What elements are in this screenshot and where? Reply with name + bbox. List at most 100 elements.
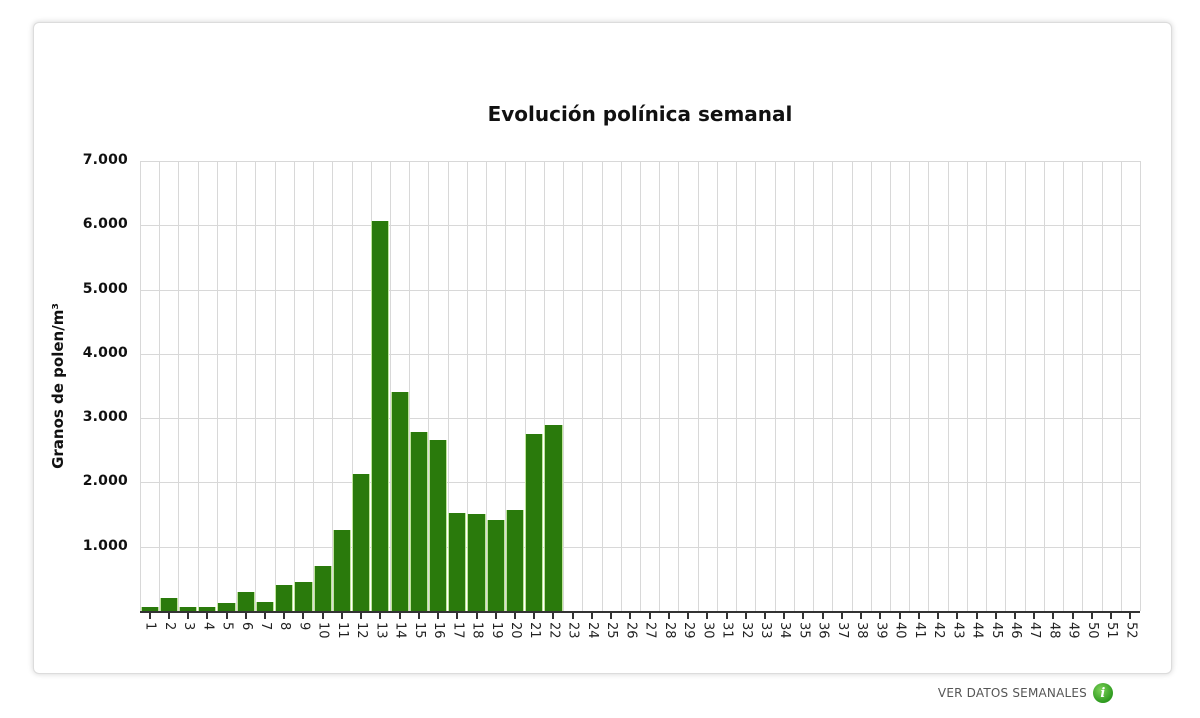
x-tick [706, 613, 709, 619]
y-tick-label: 1.000 [82, 537, 128, 554]
bar-week-13[interactable] [372, 221, 389, 611]
bar-week-2[interactable] [160, 598, 177, 611]
x-tick-label: 1 [142, 622, 158, 631]
x-tick [475, 613, 478, 619]
v-gridline [678, 161, 679, 611]
x-tick [917, 613, 920, 619]
v-gridline [159, 161, 160, 611]
v-gridline [948, 161, 949, 611]
x-tick [1052, 613, 1055, 619]
v-gridline [236, 161, 237, 611]
v-gridline [428, 161, 429, 611]
v-gridline [217, 161, 218, 611]
bar-week-20[interactable] [506, 509, 524, 611]
x-tick-label: 52 [1123, 622, 1139, 639]
v-gridline [294, 161, 295, 611]
x-tick-label: 27 [642, 622, 658, 639]
x-tick-label: 10 [315, 622, 331, 639]
bar-week-8[interactable] [276, 584, 293, 611]
x-tick-label: 39 [873, 622, 889, 639]
bar-week-15[interactable] [410, 431, 427, 611]
x-tick-label: 33 [758, 622, 773, 639]
x-tick-label: 8 [277, 622, 293, 631]
bar-week-21[interactable] [526, 433, 543, 611]
x-tick-label: 44 [969, 622, 985, 639]
x-tick-label: 42 [931, 622, 947, 639]
x-tick-label: 38 [854, 622, 870, 639]
x-tick-label: 25 [604, 622, 620, 639]
v-gridline [525, 161, 526, 611]
bar-week-12[interactable] [353, 473, 370, 611]
view-weekly-data-link[interactable]: VER DATOS SEMANALES i [938, 683, 1113, 703]
info-icon[interactable]: i [1093, 683, 1113, 703]
v-gridline [563, 161, 564, 611]
v-gridline [1044, 161, 1045, 611]
x-tick [1129, 613, 1132, 619]
x-tick-label: 18 [469, 622, 485, 639]
v-gridline [275, 161, 276, 611]
v-gridline [909, 161, 910, 611]
x-tick [225, 613, 228, 619]
bar-week-1[interactable] [141, 607, 158, 611]
x-tick-label: 9 [296, 622, 312, 631]
x-tick [860, 613, 863, 619]
bar-week-14[interactable] [391, 391, 408, 611]
x-tick [379, 613, 382, 619]
x-tick [398, 613, 401, 619]
v-gridline [332, 161, 333, 611]
bar-week-16[interactable] [429, 440, 447, 611]
x-tick [514, 613, 516, 619]
v-gridline [390, 161, 391, 611]
x-tick [167, 613, 170, 619]
v-gridline [871, 161, 872, 611]
x-tick [1033, 613, 1036, 619]
bar-week-19[interactable] [487, 520, 504, 611]
x-tick [494, 613, 497, 619]
v-gridline [602, 161, 603, 611]
x-tick-label: 4 [200, 622, 216, 631]
x-tick-label: 23 [565, 622, 581, 639]
y-tick-label: 6.000 [82, 216, 128, 233]
x-tick [1090, 613, 1093, 619]
v-gridline [1121, 161, 1122, 611]
bar-week-4[interactable] [199, 607, 216, 611]
x-tick [994, 613, 997, 619]
v-gridline [140, 161, 141, 611]
v-gridline [371, 161, 372, 611]
x-tick-label: 28 [661, 622, 677, 639]
v-gridline [640, 161, 641, 611]
bar-week-11[interactable] [333, 529, 351, 611]
x-tick [456, 613, 459, 619]
bar-week-6[interactable] [237, 592, 254, 611]
bar-week-10[interactable] [314, 565, 331, 611]
bar-week-17[interactable] [449, 513, 466, 611]
plot-area [140, 161, 1141, 612]
x-tick [956, 613, 959, 619]
chart-title: Evolución polínica semanal [487, 102, 793, 126]
v-gridline [1063, 161, 1064, 611]
x-tick [244, 613, 247, 619]
v-gridline [775, 161, 776, 611]
bar-week-18[interactable] [468, 514, 485, 611]
x-tick [187, 613, 190, 619]
x-tick-label: 17 [450, 622, 466, 639]
x-tick-label: 30 [700, 622, 716, 639]
x-tick-label: 37 [834, 622, 850, 639]
bar-week-5[interactable] [218, 602, 235, 611]
x-tick [937, 613, 940, 619]
x-tick-label: 24 [584, 622, 600, 639]
x-tick [360, 613, 363, 619]
x-tick-label: 20 [508, 622, 523, 639]
x-tick [744, 613, 747, 619]
x-tick-label: 43 [950, 622, 966, 639]
bar-week-7[interactable] [256, 602, 274, 611]
bar-week-9[interactable] [295, 582, 312, 611]
x-tick-label: 16 [431, 622, 447, 639]
x-tick-label: 47 [1027, 622, 1043, 639]
x-tick-label: 32 [738, 622, 754, 639]
x-tick [783, 613, 786, 619]
x-tick-label: 26 [623, 622, 639, 639]
bar-week-22[interactable] [545, 425, 562, 611]
x-tick-label: 3 [181, 622, 197, 631]
bar-week-3[interactable] [179, 607, 197, 611]
